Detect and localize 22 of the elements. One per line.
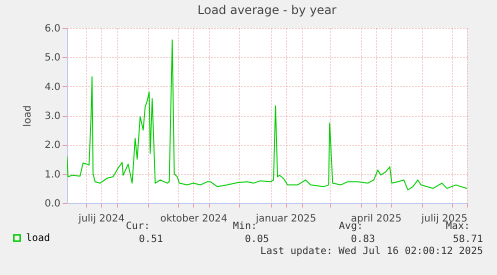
x-tick-label: julij 2024 [78,214,125,224]
line-series [67,39,467,190]
y-tick-label: 6.0 [44,24,60,34]
text: 0.83 [350,234,375,245]
chart-title: Load average - by year [198,3,337,17]
y-tick-label: 0.0 [44,198,60,210]
x-tick-label: januar 2025 [254,214,316,224]
text: Cur: [126,221,150,232]
y-tick-label: 2.0 [44,140,60,152]
y-axis-title: load [22,105,34,127]
text: 0.51 [138,234,163,245]
text: 0.05 [244,234,269,245]
text: Max: [446,221,470,232]
text: 58.71 [452,234,483,245]
legend-label: load [26,233,50,244]
y-tick-label: 4.0 [44,82,60,93]
x-tick-label: oktober 2024 [160,214,228,224]
y-tick-label: 1.0 [44,169,60,180]
text: Last update: Wed Jul 16 02:00:12 2025 [260,246,483,257]
y-tick-label: 5.0 [44,52,60,64]
y-tick-label: 3.0 [44,111,60,122]
text: Min: [232,221,257,232]
